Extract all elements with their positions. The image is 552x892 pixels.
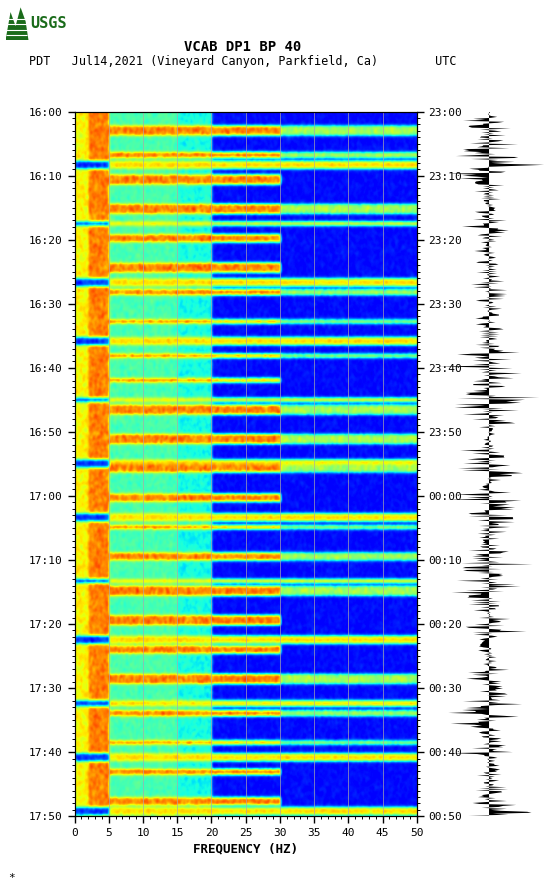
Text: *: * <box>8 873 15 883</box>
Polygon shape <box>6 7 29 40</box>
Text: PDT   Jul14,2021 (Vineyard Canyon, Parkfield, Ca)        UTC: PDT Jul14,2021 (Vineyard Canyon, Parkfie… <box>29 55 457 69</box>
X-axis label: FREQUENCY (HZ): FREQUENCY (HZ) <box>193 842 298 855</box>
Text: USGS: USGS <box>31 16 67 31</box>
Text: VCAB DP1 BP 40: VCAB DP1 BP 40 <box>184 40 301 54</box>
